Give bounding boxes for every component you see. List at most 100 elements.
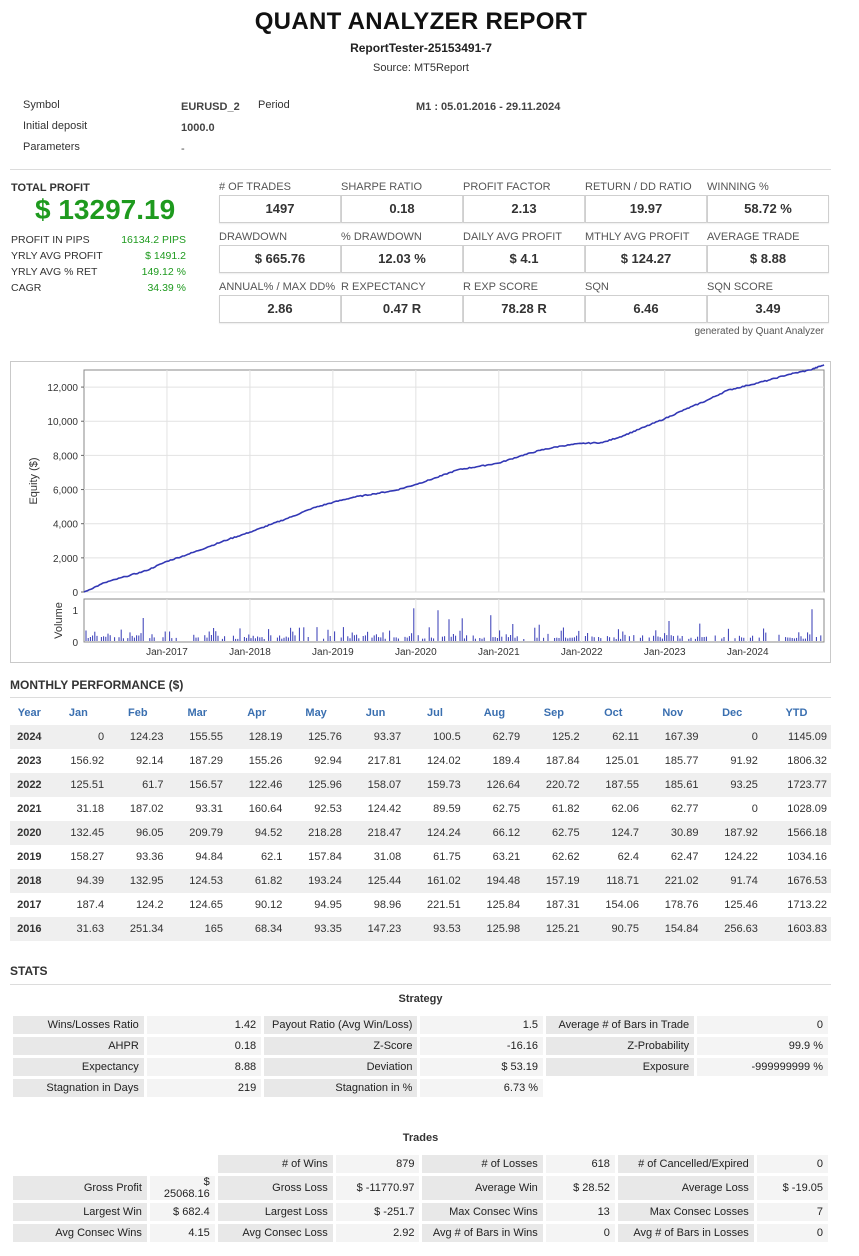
table-cell: 93.37 xyxy=(373,731,402,743)
stat-value: 0 xyxy=(756,1155,828,1173)
stat-label: Average Win xyxy=(422,1176,543,1200)
stat-value: 0 xyxy=(545,1224,615,1242)
divider xyxy=(10,697,831,698)
stats-row: Avg Consec Wins 4.15 Avg Consec Loss 2.92 Av… xyxy=(13,1224,828,1242)
stat-label: Avg Consec Loss xyxy=(217,1224,333,1242)
equity-chart: Jan-2017 Jan-2018 Jan-2019 Jan-2020 Jan-2021… xyxy=(10,361,831,663)
volume-tick-label: 0 xyxy=(72,638,78,649)
table-cell: 193.24 xyxy=(308,875,342,887)
metric-label: WINNING % xyxy=(707,181,769,193)
table-cell: 62.75 xyxy=(552,827,580,839)
table-cell: 218.47 xyxy=(367,827,402,839)
generated-by: generated by Quant Analyzer xyxy=(694,326,824,337)
stat-label xyxy=(546,1079,694,1097)
table-cell: 92.14 xyxy=(135,755,164,767)
profit-detail-label: YRLY AVG PROFIT xyxy=(11,250,103,262)
column-header[interactable]: Aug xyxy=(483,707,506,719)
metric-value: 1497 xyxy=(219,195,341,223)
stat-value: $ 25068.16 xyxy=(149,1176,215,1200)
column-header[interactable]: Jun xyxy=(365,707,386,719)
table-cell: 92.94 xyxy=(314,755,342,767)
metric-value: $ 4.1 xyxy=(463,245,585,273)
stat-value xyxy=(697,1079,828,1097)
stat-value: 1.42 xyxy=(146,1016,262,1034)
column-header[interactable]: Apr xyxy=(247,707,267,719)
column-header[interactable]: Year xyxy=(17,707,41,719)
column-header[interactable]: Jul xyxy=(427,707,443,719)
y-axis-label: Equity ($) xyxy=(28,457,40,504)
year-cell: 2020 xyxy=(17,827,42,839)
table-cell: 187.29 xyxy=(189,755,223,767)
table-cell: 124.02 xyxy=(427,755,461,767)
table-cell: 187.92 xyxy=(724,827,758,839)
stat-value: $ -251.7 xyxy=(335,1203,420,1221)
table-cell: 90.12 xyxy=(254,899,283,911)
table-cell: 62.11 xyxy=(612,731,640,743)
total-profit-label: TOTAL PROFIT xyxy=(11,182,90,194)
metric-label: RETURN / DD RATIO xyxy=(585,181,692,193)
stat-label: Expectancy xyxy=(13,1058,144,1076)
column-header[interactable]: Sep xyxy=(543,707,564,719)
column-header[interactable]: Dec xyxy=(722,707,743,719)
stat-label: Max Consec Losses xyxy=(617,1203,754,1221)
profit-detail-label: YRLY AVG % RET xyxy=(11,266,98,278)
table-cell: 158.07 xyxy=(367,779,402,791)
metric-label: SHARPE RATIO xyxy=(341,181,423,193)
metric-card: DRAWDOWN $ 665.76 xyxy=(219,231,341,273)
metric-card: AVERAGE TRADE $ 8.88 xyxy=(707,231,829,273)
table-row: 2023 156.92 92.14 187.29 155.26 92.94 217.81 12… xyxy=(10,749,831,773)
table-cell: 155.26 xyxy=(248,755,283,767)
table-cell: 132.45 xyxy=(70,827,105,839)
table-cell: 157.84 xyxy=(308,851,342,863)
divider xyxy=(10,169,831,170)
stat-label: # of Losses xyxy=(422,1155,543,1173)
stat-label: Average Loss xyxy=(617,1176,754,1200)
table-cell: 157.19 xyxy=(545,875,580,887)
stat-label: Wins/Losses Ratio xyxy=(13,1016,144,1034)
year-cell: 2017 xyxy=(17,899,42,911)
stats-row: Gross Profit $ 25068.16 Gross Loss $ -11770… xyxy=(13,1176,828,1200)
table-cell: 62.79 xyxy=(492,731,521,743)
table-cell: 62.75 xyxy=(492,803,521,815)
table-cell: 62.77 xyxy=(670,803,699,815)
column-header[interactable]: Feb xyxy=(128,707,148,719)
column-header[interactable]: Nov xyxy=(662,707,684,719)
table-row: 2022 125.51 61.7 156.57 122.46 125.96 158.07 15… xyxy=(10,773,831,797)
table-cell: 94.95 xyxy=(314,899,342,911)
column-header[interactable]: Mar xyxy=(187,707,208,719)
table-row: 2017 187.4 124.2 124.65 90.12 94.95 98.96 221.5… xyxy=(10,893,831,917)
source-label: Source: xyxy=(372,62,411,74)
deposit-label: Initial deposit xyxy=(23,120,88,132)
metric-value: $ 8.88 xyxy=(707,245,829,273)
column-header[interactable]: Jan xyxy=(68,707,88,719)
table-cell: 221.02 xyxy=(664,875,699,887)
table-cell: 221.51 xyxy=(427,899,461,911)
stat-label: Average # of Bars in Trade xyxy=(546,1016,695,1034)
table-cell: 187.4 xyxy=(76,899,105,911)
table-cell: 124.2 xyxy=(135,899,164,911)
column-header[interactable]: May xyxy=(305,707,327,719)
column-header[interactable]: Oct xyxy=(604,707,623,719)
metric-label: R EXPECTANCY xyxy=(341,281,426,293)
table-cell: 189.4 xyxy=(492,755,521,767)
period-value: M1 : 05.01.2016 - 29.11.2024 xyxy=(416,101,561,113)
trades-stats-table: # of Wins 879 # of Losses 618 # of Cancelled… xyxy=(10,1152,831,1245)
total-profit-value: $ 13297.19 xyxy=(35,194,176,225)
volume-axis-label: Volume xyxy=(53,602,65,639)
profit-detail-value: $ 1491.2 xyxy=(145,250,186,262)
volume-plot-area xyxy=(83,598,825,643)
equity-plot-area xyxy=(83,369,825,593)
table-cell: 156.57 xyxy=(189,779,223,791)
table-row: 2018 94.39 132.95 124.53 61.82 193.24 125.44 16… xyxy=(10,869,831,893)
stat-value: $ 53.19 xyxy=(420,1058,544,1076)
table-cell: 159.73 xyxy=(427,779,461,791)
table-cell: 96.05 xyxy=(135,827,164,839)
x-tick-label: Jan-2023 xyxy=(644,647,686,658)
metric-label: PROFIT FACTOR xyxy=(463,181,551,193)
column-header[interactable]: YTD xyxy=(785,707,808,719)
stat-label: # of Wins xyxy=(217,1155,333,1173)
stat-value: 1.5 xyxy=(420,1016,544,1034)
table-cell: 91.92 xyxy=(730,755,758,767)
table-cell: 1806.32 xyxy=(787,755,827,767)
profit-detail-label: PROFIT IN PIPS xyxy=(11,234,90,246)
